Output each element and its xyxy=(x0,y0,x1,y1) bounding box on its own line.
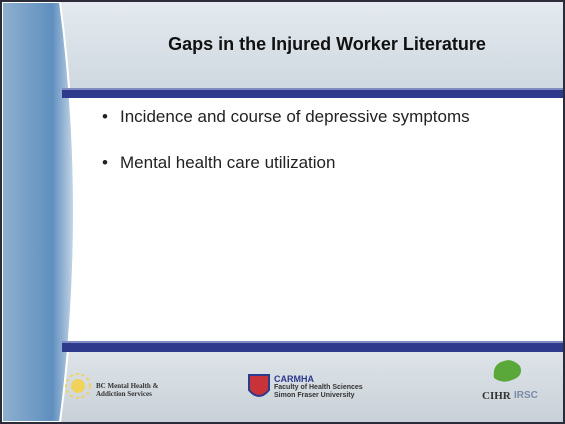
footer-band xyxy=(2,352,563,422)
bullet: Incidence and course of depressive sympt… xyxy=(102,106,510,128)
irsc-logo: IRSC xyxy=(514,390,538,401)
crest-icon xyxy=(248,374,270,397)
carmha-name: CARMHA xyxy=(274,374,314,384)
left-panel xyxy=(2,2,75,422)
bcmhas-logo: BC Mental Health & Addiction Services xyxy=(96,382,159,398)
carmha-line: Simon Fraser University xyxy=(274,392,355,399)
bullet-list: Incidence and course of depressive sympt… xyxy=(102,106,510,198)
carmha-line: Faculty of Health Sciences xyxy=(274,384,363,391)
cihr-logo: CIHR xyxy=(482,390,511,402)
sun-icon xyxy=(65,373,91,399)
title-bar xyxy=(62,88,563,98)
carmha-logo: CARMHA Faculty of Health Sciences Simon … xyxy=(274,374,394,400)
slide-title: Gaps in the Injured Worker Literature xyxy=(168,34,486,54)
bullet: Mental health care utilization xyxy=(102,152,510,174)
leaf-icon xyxy=(493,360,521,382)
title-band xyxy=(2,2,563,88)
footer-bar xyxy=(62,341,563,352)
